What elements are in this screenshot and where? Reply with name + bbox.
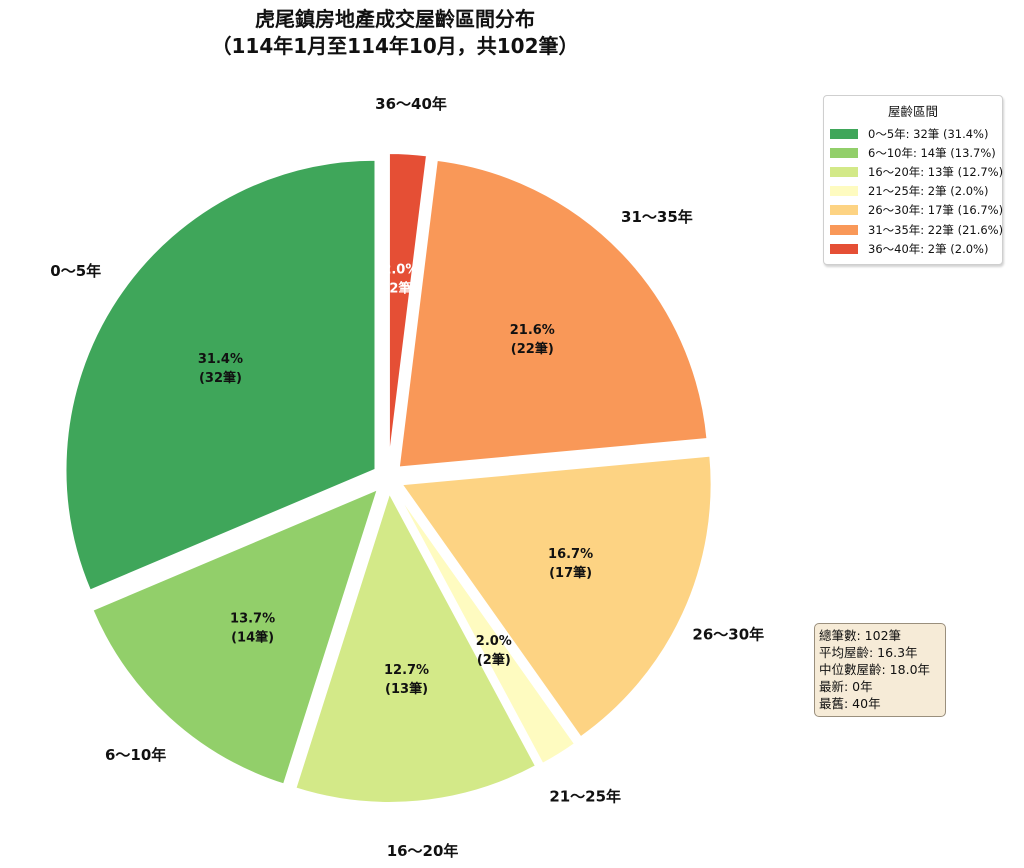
- pie-slice: [397, 158, 709, 469]
- legend-item: 6～10年: 14筆 (13.7%): [830, 143, 996, 162]
- slice-percent-label: (17筆): [549, 565, 592, 581]
- slice-percent-label: 12.7%: [384, 663, 429, 678]
- stat-median-age: 中位數屋齡: 18.0年: [819, 662, 931, 677]
- pie-slice: [399, 454, 713, 739]
- legend-item: 36～40年: 2筆 (2.0%): [830, 239, 996, 258]
- slice-percent-label: 31.4%: [198, 352, 243, 367]
- legend-label: 0～5年: 32筆 (31.4%): [868, 126, 989, 141]
- slice-percent-label: (2筆): [383, 280, 417, 296]
- pie-slice: [294, 490, 538, 804]
- slice-percent-label: 13.7%: [230, 612, 275, 627]
- slice-category-label: 26～30年: [692, 626, 764, 644]
- legend-item: 0～5年: 32筆 (31.4%): [830, 124, 996, 143]
- slice-category-label: 36～40年: [375, 95, 447, 113]
- legend-item: 31～35年: 22筆 (21.6%): [830, 220, 1003, 239]
- slice-category-label: 31～35年: [621, 208, 693, 226]
- legend-swatch: [830, 186, 858, 197]
- legend-swatch: [830, 224, 858, 235]
- legend-item: 21～25年: 2筆 (2.0%): [830, 182, 996, 201]
- slice-percent-label: 16.7%: [548, 547, 593, 562]
- slice-percent-label: (2筆): [477, 652, 511, 668]
- legend-title: 屋齡區間: [887, 104, 938, 119]
- stat-mean-age: 平均屋齡: 16.3年: [819, 645, 918, 660]
- pie-slice: [91, 487, 380, 786]
- slice-percent-label: (32筆): [199, 370, 242, 386]
- legend-swatch: [830, 147, 858, 158]
- slice-category-label: 16～20年: [387, 842, 459, 860]
- stat-oldest: 最舊: 40年: [819, 696, 881, 711]
- chart-title-line2: （114年1月至114年10月，共102筆）: [211, 34, 579, 58]
- legend-label: 6～10年: 14筆 (13.7%): [868, 145, 996, 160]
- slice-percent-label: (22筆): [511, 341, 554, 357]
- slice-category-label: 0～5年: [50, 262, 101, 280]
- pie-slice: [395, 490, 577, 766]
- legend-label: 21～25年: 2筆 (2.0%): [868, 184, 989, 199]
- legend-label: 31～35年: 22筆 (21.6%): [868, 222, 1004, 237]
- stat-total: 總筆數: 102筆: [819, 628, 902, 643]
- pie-slice: [64, 158, 377, 592]
- legend-swatch: [830, 205, 858, 216]
- statistics-box: 總筆數: 102筆 平均屋齡: 16.3年 中位數屋齡: 18.0年 最新: 0…: [814, 623, 946, 717]
- legend: 屋齡區間 0～5年: 32筆 (31.4%) 6～10年: 14筆 (13.7%…: [823, 95, 1003, 265]
- legend-label: 26～30年: 17筆 (16.7%): [868, 203, 1004, 218]
- slice-category-label: 6～10年: [105, 746, 166, 764]
- legend-item: 16～20年: 13筆 (12.7%): [830, 162, 1003, 181]
- slice-percent-label: 2.0%: [476, 634, 512, 649]
- chart-title: 虎尾鎮房地產成交屋齡區間分布 （114年1月至114年10月，共102筆）: [0, 6, 790, 60]
- slice-percent-label: (14筆): [231, 630, 274, 646]
- slice-category-label: 21～25年: [549, 787, 621, 805]
- legend-swatch: [830, 128, 858, 139]
- legend-label: 36～40年: 2筆 (2.0%): [868, 241, 989, 256]
- legend-item: 26～30年: 17筆 (16.7%): [830, 201, 1003, 220]
- slice-percent-label: 2.0%: [382, 262, 418, 277]
- legend-swatch: [830, 243, 858, 254]
- chart-title-line1: 虎尾鎮房地產成交屋齡區間分布: [255, 7, 535, 31]
- pie-slice: [387, 152, 429, 464]
- stat-newest: 最新: 0年: [819, 679, 873, 694]
- slice-percent-label: (13筆): [385, 681, 428, 697]
- legend-label: 16～20年: 13筆 (12.7%): [868, 164, 1004, 179]
- slice-percent-label: 21.6%: [510, 323, 555, 338]
- legend-swatch: [830, 166, 858, 177]
